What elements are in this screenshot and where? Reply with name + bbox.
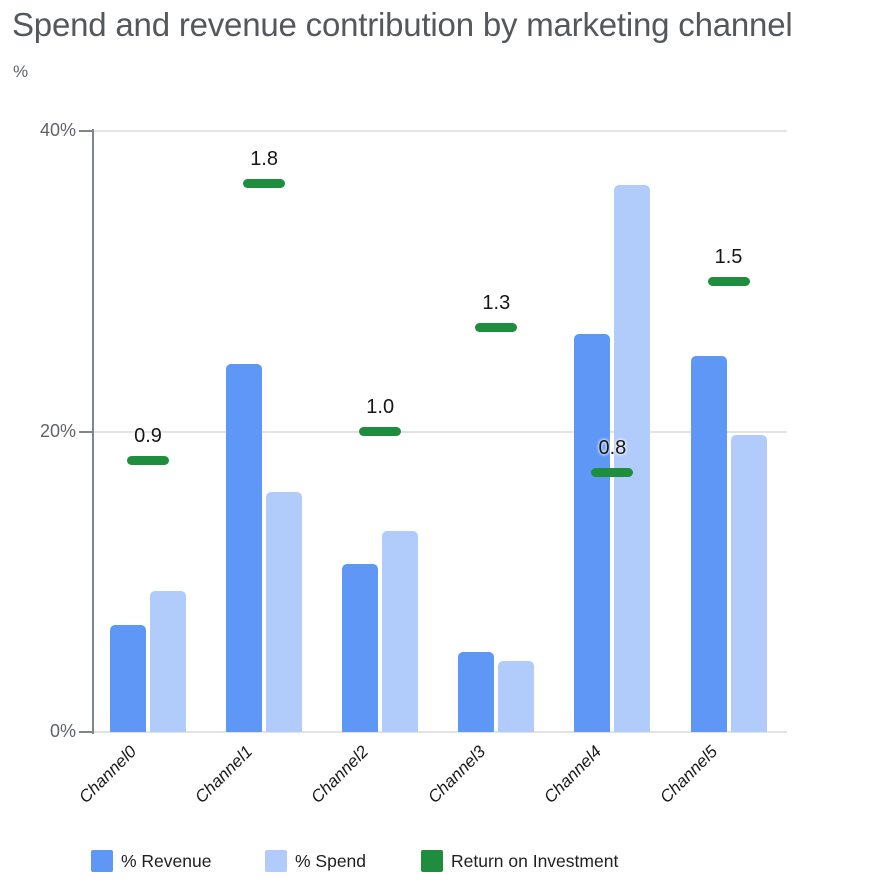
legend-swatch-1 [265, 850, 287, 872]
x-axis-label-channel0: Channel0 [75, 741, 141, 807]
roi-marker-channel2[interactable] [359, 427, 402, 436]
y-tick-label-40%: 40% [39, 120, 76, 140]
legend-label-2: Return on Investment [451, 850, 619, 871]
y-axis-line [92, 129, 94, 734]
y-tick-label-0%: 0% [49, 721, 76, 741]
legend-item-revenue[interactable]: % Revenue [91, 850, 211, 872]
legend-label-0: % Revenue [121, 850, 212, 871]
bar-spend-channel4[interactable] [614, 185, 651, 732]
y-tick-mark-20% [79, 430, 94, 433]
bar-revenue-channel2[interactable] [342, 563, 379, 732]
bar-spend-channel0[interactable] [150, 590, 186, 732]
y-axis-unit-label: % [13, 62, 29, 81]
bar-spend-channel5[interactable] [730, 434, 767, 732]
gridline-40% [93, 130, 787, 132]
roi-marker-channel3[interactable] [475, 323, 518, 333]
roi-marker-channel1[interactable] [243, 179, 286, 189]
gridline-0% [93, 731, 787, 733]
legend-swatch-0 [91, 850, 113, 872]
bar-revenue-channel1[interactable] [226, 363, 263, 732]
y-tick-label-20%: 20% [39, 420, 76, 441]
bar-spend-channel2[interactable] [382, 530, 419, 732]
y-tick-mark-40% [79, 130, 94, 132]
roi-value-label-channel5: 1.5 [714, 245, 743, 268]
roi-value-label-channel1: 1.8 [250, 148, 278, 171]
bar-revenue-channel5[interactable] [690, 356, 727, 732]
x-axis-label-channel5: Channel5 [655, 741, 721, 807]
roi-value-label-channel2: 1.0 [366, 396, 395, 418]
x-axis-label-channel3: Channel3 [423, 741, 489, 807]
legend-swatch-2 [421, 850, 443, 872]
legend-label-1: % Spend [295, 850, 367, 871]
roi-marker-channel4[interactable] [591, 467, 634, 477]
roi-marker-channel0[interactable] [127, 455, 169, 465]
x-axis-label-channel1: Channel1 [191, 741, 257, 807]
bar-revenue-channel3[interactable] [458, 652, 495, 732]
legend-item-return-on-investment[interactable]: Return on Investment [421, 850, 618, 872]
bar-spend-channel1[interactable] [266, 491, 303, 732]
x-axis-label-channel2: Channel2 [307, 741, 373, 807]
bar-revenue-channel0[interactable] [110, 625, 146, 732]
roi-value-label-channel4: 0.8 [598, 436, 627, 459]
roi-value-label-channel3: 1.3 [482, 292, 511, 315]
roi-marker-channel5[interactable] [707, 276, 750, 286]
y-tick-mark-0% [79, 731, 94, 733]
legend-item-spend[interactable]: % Spend [265, 850, 366, 872]
chart-title: Spend and revenue contribution by market… [12, 6, 793, 43]
x-axis-label-channel4: Channel4 [539, 741, 605, 807]
gridline-20% [93, 430, 787, 433]
bar-revenue-channel4[interactable] [574, 333, 611, 732]
roi-value-label-channel0: 0.9 [134, 424, 162, 447]
bar-spend-channel3[interactable] [498, 661, 535, 732]
